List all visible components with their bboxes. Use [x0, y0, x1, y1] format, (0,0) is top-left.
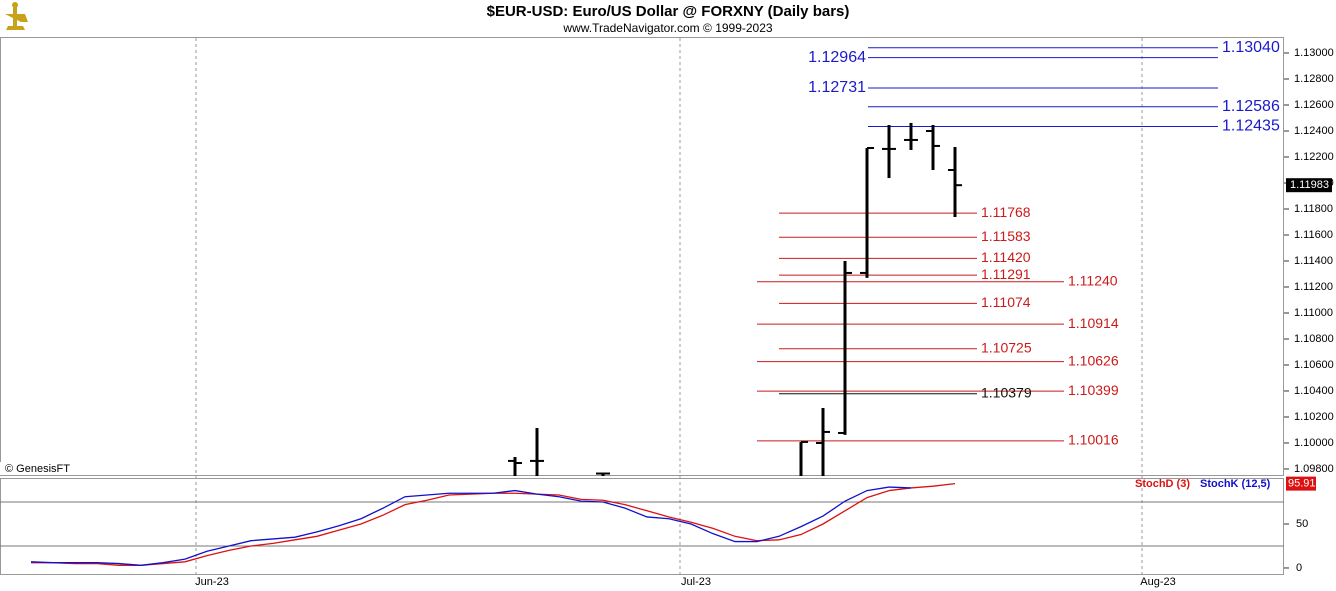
stoch-line	[30, 486, 912, 566]
chart-subtitle: www.TradeNavigator.com © 1999-2023	[562, 21, 772, 35]
level-label: 1.10379	[981, 384, 1032, 400]
y-tick-label: 1.11200	[1294, 281, 1333, 293]
last-stoch-box	[1286, 476, 1316, 491]
plot-layer: Jun-23 Jul-23 Aug-23 1.09800 1.10000 1.10200 1…	[0, 38, 1334, 588]
y-tick-label: 1.13000	[1294, 47, 1334, 59]
level-label: 1.11420	[981, 249, 1031, 265]
y-tick-label: 1.12800	[1294, 73, 1334, 85]
y-tick-label: 1.10000	[1294, 437, 1334, 449]
level-label: 1.12964	[808, 49, 866, 66]
y-tick-label: 1.09800	[1294, 463, 1334, 475]
y-tick-label: 1.11600	[1294, 229, 1333, 241]
stoch-plot	[0, 482, 1284, 566]
level-label: 1.10016	[1068, 432, 1119, 448]
y-tick-label: 50	[1296, 518, 1308, 530]
annotation: © GenesisFT	[5, 463, 70, 475]
y-tick-label: 1.12200	[1294, 151, 1334, 163]
price-plot: 1.13040 1.12964 1.12731 1.12586 1.12435 1.117…	[508, 39, 1280, 476]
level-label: 1.12731	[808, 79, 866, 96]
last-price-label: 1.11983	[1290, 179, 1329, 191]
last-stoch-label: 95.91	[1288, 478, 1316, 490]
level-label: 1.10914	[1068, 315, 1119, 331]
x-tick-label: Aug-23	[1140, 576, 1175, 588]
y-tick-label: 1.10800	[1294, 333, 1334, 345]
y-tick-label: 1.12600	[1294, 99, 1334, 111]
x-tick-label: Jun-23	[195, 576, 229, 588]
y-tick-label: 1.12400	[1294, 125, 1334, 137]
level-label: 1.11291	[981, 266, 1031, 282]
level-label: 1.10399	[1068, 382, 1119, 398]
level-label: 1.13040	[1222, 39, 1280, 56]
y-tick-label: 0	[1296, 562, 1302, 574]
annotation-bg	[0, 462, 72, 475]
level-label: 1.12435	[1222, 118, 1280, 135]
level-label: 1.11240	[1068, 272, 1118, 288]
level-label: 1.12586	[1222, 98, 1280, 115]
x-tick-label: Jul-23	[681, 576, 711, 588]
legend-label: StochD (3)	[1135, 478, 1190, 490]
legend-label: StochK (12,5)	[1200, 478, 1271, 490]
level-label: 1.11074	[981, 294, 1031, 310]
chart-title: $EUR-USD: Euro/US Dollar @ FORXNY (Daily…	[487, 3, 850, 20]
y-tick-label: 1.11800	[1294, 203, 1333, 215]
price-panel	[0, 37, 1284, 476]
logo	[5, 2, 28, 30]
level-label: 1.10626	[1068, 352, 1119, 368]
y-tick-label: 1.11000	[1294, 307, 1333, 319]
level-label: 1.11768	[981, 204, 1031, 220]
y-tick-label: 1.10400	[1294, 385, 1334, 397]
stoch-panel	[0, 478, 1284, 575]
last-price-box	[1286, 178, 1332, 193]
y-tick-label: 1.11400	[1294, 255, 1333, 267]
level-label: 1.11583	[981, 228, 1031, 244]
y-tick-label: 1.10600	[1294, 359, 1334, 371]
level-label: 1.10725	[981, 339, 1032, 355]
y-tick-label: 1.10200	[1294, 411, 1334, 423]
